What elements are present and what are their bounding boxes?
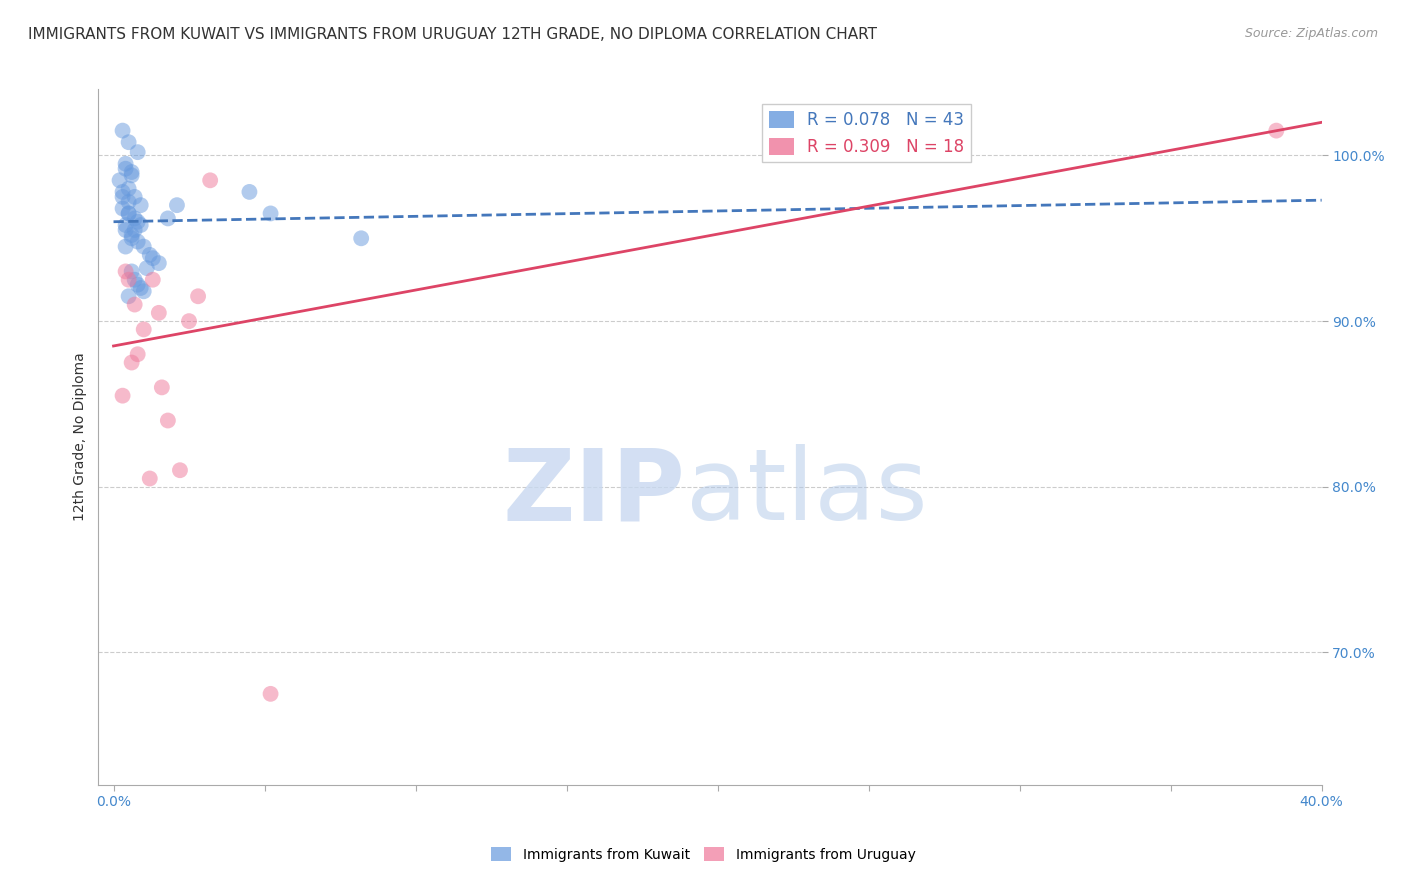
- Point: [108, 173, 131, 187]
- Point: [259, 206, 281, 220]
- Point: [187, 289, 209, 303]
- Point: [238, 185, 260, 199]
- Text: Source: ZipAtlas.com: Source: ZipAtlas.com: [1244, 27, 1378, 40]
- Point: [121, 355, 143, 369]
- Point: [121, 169, 143, 183]
- Point: [132, 285, 155, 299]
- Point: [129, 281, 152, 295]
- Point: [111, 190, 134, 204]
- Point: [177, 314, 200, 328]
- Point: [111, 389, 134, 403]
- Point: [132, 239, 155, 253]
- Point: [127, 235, 149, 249]
- Legend: Immigrants from Kuwait, Immigrants from Uruguay: Immigrants from Kuwait, Immigrants from …: [485, 841, 921, 867]
- Point: [114, 218, 136, 232]
- Point: [117, 135, 139, 149]
- Point: [117, 181, 139, 195]
- Point: [114, 223, 136, 237]
- Point: [135, 261, 157, 276]
- Point: [124, 273, 146, 287]
- Point: [127, 347, 149, 361]
- Point: [148, 256, 170, 270]
- Text: atlas: atlas: [686, 444, 927, 541]
- Point: [169, 463, 191, 477]
- Point: [142, 251, 165, 265]
- Point: [114, 239, 136, 253]
- Point: [142, 273, 165, 287]
- Point: [156, 413, 179, 427]
- Point: [117, 206, 139, 220]
- Y-axis label: 12th Grade, No Diploma: 12th Grade, No Diploma: [73, 352, 87, 522]
- Point: [124, 223, 146, 237]
- Point: [148, 306, 170, 320]
- Text: ZIP: ZIP: [503, 444, 686, 541]
- Point: [139, 471, 162, 485]
- Point: [129, 198, 152, 212]
- Point: [259, 687, 281, 701]
- Point: [117, 206, 139, 220]
- Point: [129, 218, 152, 232]
- Point: [117, 194, 139, 209]
- Point: [132, 322, 155, 336]
- Point: [350, 231, 373, 245]
- Point: [114, 161, 136, 176]
- Point: [127, 145, 149, 160]
- Point: [124, 190, 146, 204]
- Point: [114, 264, 136, 278]
- Legend: R = 0.078   N = 43, R = 0.309   N = 18: R = 0.078 N = 43, R = 0.309 N = 18: [762, 104, 970, 162]
- Point: [124, 297, 146, 311]
- Point: [150, 380, 173, 394]
- Point: [114, 157, 136, 171]
- Point: [139, 248, 162, 262]
- Point: [111, 185, 134, 199]
- Point: [117, 289, 139, 303]
- Point: [117, 273, 139, 287]
- Point: [156, 211, 179, 226]
- Point: [111, 202, 134, 216]
- Point: [121, 165, 143, 179]
- Point: [1265, 123, 1288, 137]
- Point: [124, 211, 146, 226]
- Point: [166, 198, 188, 212]
- Point: [127, 277, 149, 292]
- Point: [127, 215, 149, 229]
- Point: [121, 231, 143, 245]
- Text: IMMIGRANTS FROM KUWAIT VS IMMIGRANTS FROM URUGUAY 12TH GRADE, NO DIPLOMA CORRELA: IMMIGRANTS FROM KUWAIT VS IMMIGRANTS FRO…: [28, 27, 877, 42]
- Point: [198, 173, 221, 187]
- Point: [121, 227, 143, 242]
- Point: [111, 123, 134, 137]
- Point: [121, 264, 143, 278]
